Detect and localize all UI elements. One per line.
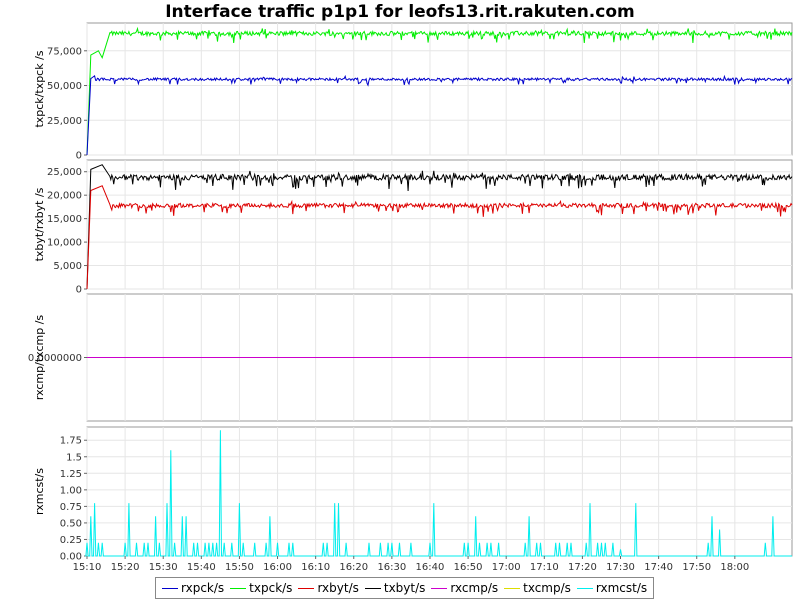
legend-item: rxpck/s bbox=[162, 581, 224, 595]
x-tick-label: 15:50 bbox=[225, 562, 254, 573]
x-tick-label: 17:10 bbox=[530, 562, 559, 573]
x-tick-label: 15:40 bbox=[187, 562, 216, 573]
legend-swatch bbox=[230, 587, 247, 589]
plot-frame bbox=[86, 159, 793, 290]
y-tick-label: 25,000 bbox=[47, 167, 82, 178]
x-tick-label: 16:50 bbox=[454, 562, 483, 573]
x-tick-label: 15:10 bbox=[73, 562, 102, 573]
x-tick-label: 18:00 bbox=[720, 562, 749, 573]
y-tick-label: 50,000 bbox=[47, 81, 82, 92]
y-tick-label: 0 bbox=[76, 285, 82, 296]
y-axis-label: txbyt/rxbyt /s bbox=[33, 187, 46, 261]
y-tick-label: 15,000 bbox=[47, 214, 82, 225]
legend-item: rxbyt/s bbox=[298, 581, 359, 595]
panel-4: 0.00 0.25 0.50 0.75 1.00 1.25 1.5 1.75 rxmcst/s bbox=[33, 426, 793, 563]
legend-swatch bbox=[576, 587, 593, 589]
legend-swatch bbox=[162, 587, 178, 589]
panel-2: 0 5,000 10,000 15,000 20,000 25,000txbyt/rxby… bbox=[33, 159, 793, 296]
legend-swatch bbox=[504, 587, 521, 589]
legend-label: txcmp/s bbox=[523, 581, 571, 595]
y-tick-label: 1.25 bbox=[60, 469, 82, 480]
y-tick-label: 0.25 bbox=[60, 535, 82, 546]
series-line-txbyts bbox=[86, 164, 793, 290]
y-tick-label: 1.00 bbox=[60, 485, 82, 496]
legend-item: rxmcst/s bbox=[576, 581, 648, 595]
x-tick-label: 16:20 bbox=[339, 562, 368, 573]
legend-label: txpck/s bbox=[249, 581, 293, 595]
y-tick-label: 0.50 bbox=[60, 518, 82, 529]
x-tick-label: 17:30 bbox=[606, 562, 635, 573]
x-tick-label: 17:20 bbox=[568, 562, 597, 573]
legend-label: rxbyt/s bbox=[317, 581, 359, 595]
series-line-txpcks bbox=[86, 26, 793, 156]
legend-swatch bbox=[431, 587, 448, 589]
y-tick-label: 0.00 bbox=[60, 552, 82, 563]
legend-item: txcmp/s bbox=[504, 581, 571, 595]
legend: rxpck/s txpck/s rxbyt/s txbyt/s rxcmp/s txcmp… bbox=[155, 577, 655, 599]
x-tick-label: 15:20 bbox=[111, 562, 140, 573]
y-tick-label: 10,000 bbox=[47, 238, 82, 249]
x-tick-label: 16:30 bbox=[377, 562, 406, 573]
y-tick-label: 5,000 bbox=[53, 261, 82, 272]
x-tick-label: 17:40 bbox=[644, 562, 673, 573]
legend-item: rxcmp/s bbox=[431, 581, 498, 595]
legend-label: rxpck/s bbox=[181, 581, 225, 595]
legend-label: rxcmp/s bbox=[450, 581, 499, 595]
series-line-rxmcsts bbox=[85, 430, 792, 557]
y-tick-label: 1.5 bbox=[66, 452, 82, 463]
legend-label: rxmcst/s bbox=[595, 581, 648, 595]
x-tick-label: 16:10 bbox=[301, 562, 330, 573]
plot-frame bbox=[86, 22, 793, 156]
y-tick-label: 75,000 bbox=[47, 46, 82, 57]
y-axis-label: txpck/txpck /s bbox=[33, 50, 46, 127]
y-tick-label: 0.75 bbox=[60, 502, 82, 513]
y-tick-label: 25,000 bbox=[47, 116, 82, 127]
y-axis-label: rxcmp/txcmp /s bbox=[33, 315, 46, 401]
y-tick-label: 20,000 bbox=[47, 191, 82, 202]
legend-item: txbyt/s bbox=[364, 581, 426, 595]
plot-frame bbox=[86, 426, 793, 557]
x-tick-label: 16:00 bbox=[263, 562, 292, 573]
x-tick-label: 15:30 bbox=[149, 562, 178, 573]
x-tick-label: 17:50 bbox=[682, 562, 711, 573]
legend-item: txpck/s bbox=[230, 581, 292, 595]
chart-title: Interface traffic p1p1 for leofs13.rit.r… bbox=[165, 2, 635, 22]
x-axis: 15:10 15:20 15:30 15:40 15:50 16:00 16:10 16:20… bbox=[73, 556, 749, 573]
legend-swatch bbox=[298, 587, 315, 589]
y-tick-label: 0 bbox=[76, 151, 82, 162]
x-tick-label: 17:00 bbox=[492, 562, 521, 573]
legend-swatch bbox=[364, 587, 381, 589]
y-tick-label: 0.0000000 bbox=[28, 353, 82, 364]
legend-label: txbyt/s bbox=[383, 581, 426, 595]
y-axis-label: rxmcst/s bbox=[33, 468, 46, 515]
series-line-rxbyts bbox=[86, 185, 793, 290]
y-tick-label: 1.75 bbox=[60, 436, 82, 447]
series-line-rxpcks bbox=[86, 74, 793, 156]
x-tick-label: 16:40 bbox=[416, 562, 445, 573]
